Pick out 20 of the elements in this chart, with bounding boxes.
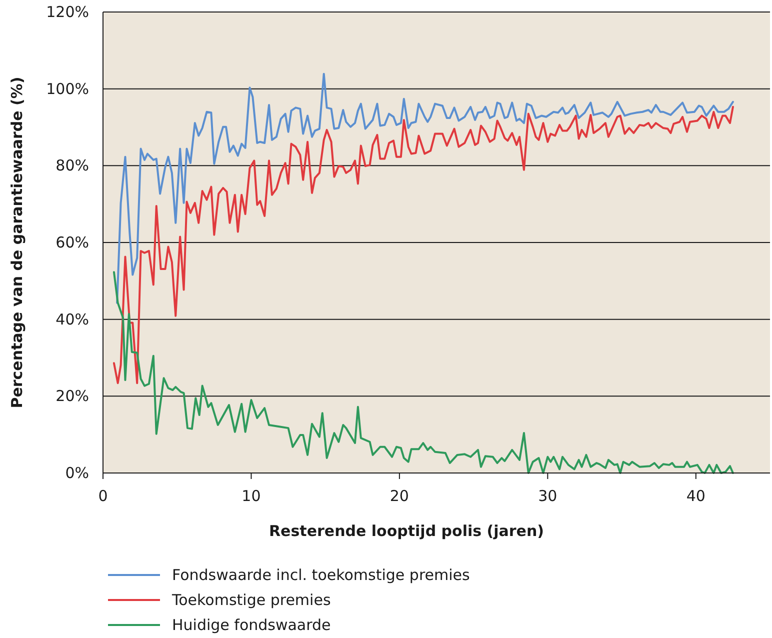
y-tick-label: 0% xyxy=(65,464,89,482)
line-series xyxy=(112,271,734,474)
x-tick-label: 0 xyxy=(98,487,108,505)
y-tick-label: 20% xyxy=(56,387,89,406)
x-axis-title: Resterende looptijd polis (jaren) xyxy=(269,522,544,540)
x-tick-label: 30 xyxy=(538,487,558,505)
y-tick-label: 80% xyxy=(56,156,89,175)
y-tick-label: 40% xyxy=(56,310,89,328)
x-tick-label: 10 xyxy=(242,487,261,505)
y-tick-label: 60% xyxy=(56,234,89,252)
x-tick-label: 20 xyxy=(390,487,409,505)
line-series xyxy=(116,72,734,304)
legend-label: Toekomstige premies xyxy=(171,591,331,609)
line-series xyxy=(112,106,734,384)
legend-label: Fondswaarde incl. toekomstige premies xyxy=(172,566,470,584)
y-tick-label: 100% xyxy=(46,80,89,98)
x-tick-label: 40 xyxy=(686,487,706,505)
legend-label: Huidige fondswaarde xyxy=(172,616,331,634)
y-tick-label: 120% xyxy=(46,3,89,21)
y-axis-title: Percentage van de garantiewaarde (%) xyxy=(8,76,26,408)
